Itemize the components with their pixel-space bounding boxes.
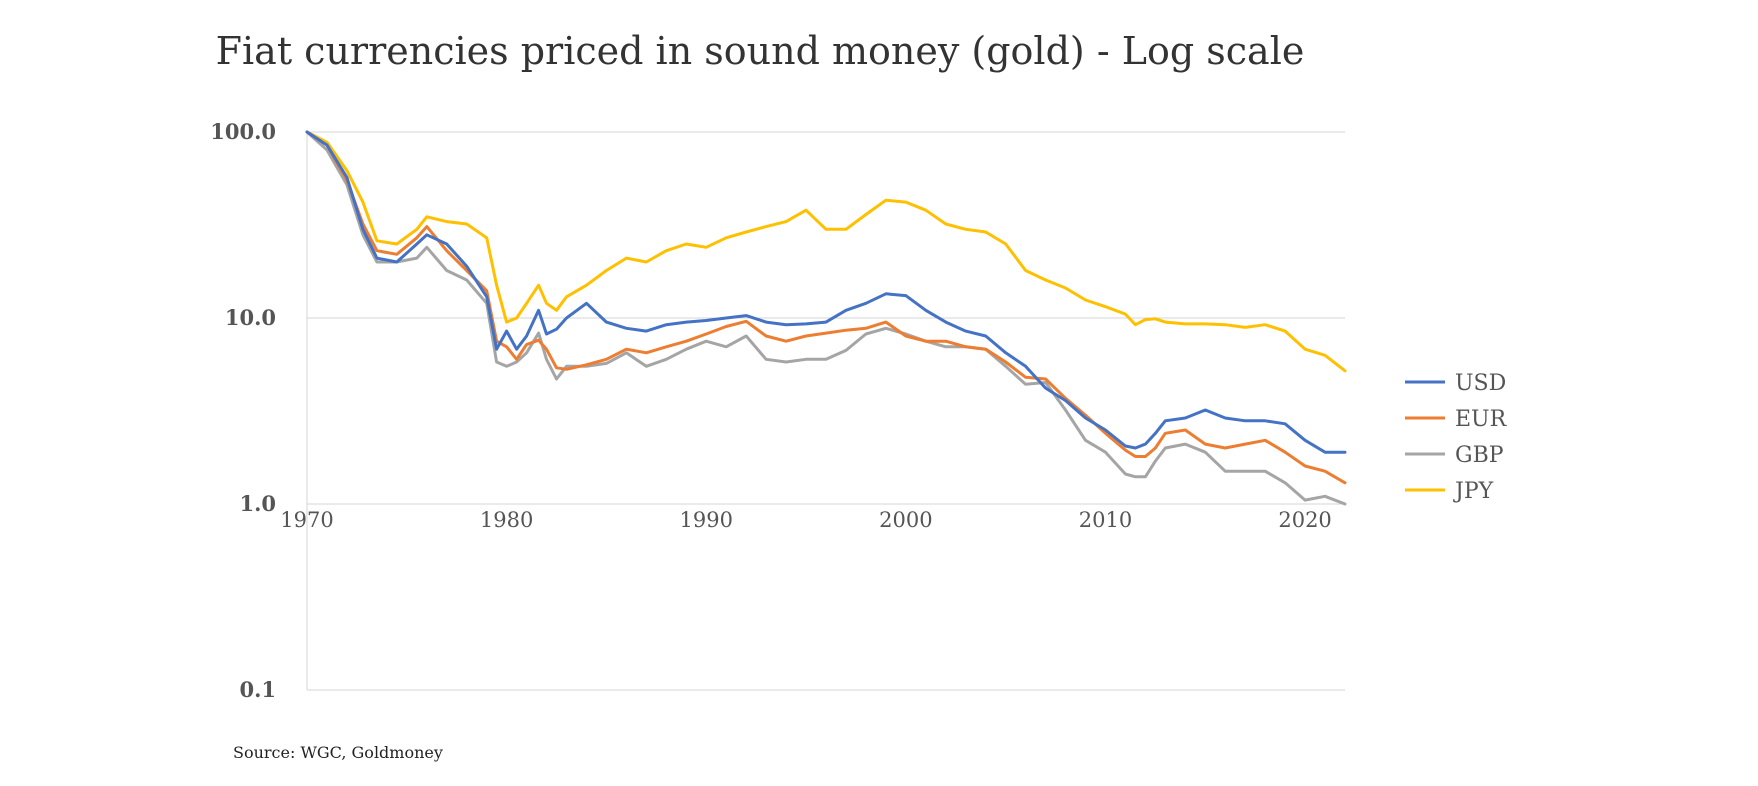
- x-tick-label: 2000: [879, 508, 932, 532]
- y-tick-label: 10.0: [225, 305, 276, 330]
- series-line-eur: [305, 130, 1347, 485]
- legend: USD EUR GBP JPY: [1405, 371, 1508, 504]
- legend-label-jpy: JPY: [1453, 479, 1494, 504]
- x-tick-label: 1990: [680, 508, 733, 532]
- x-tick-label: 2020: [1278, 508, 1331, 532]
- gridlines: [307, 131, 1345, 691]
- legend-label-usd: USD: [1455, 371, 1506, 396]
- x-tick-label: 1970: [280, 508, 333, 532]
- y-tick-label: 1.0: [239, 491, 276, 516]
- y-tick-label: 0.1: [239, 677, 276, 702]
- x-axis-ticks: 1970 1980 1990 2000 2010 2020: [280, 508, 1332, 532]
- x-tick-label: 1980: [480, 508, 533, 532]
- y-tick-label: 100.0: [210, 119, 276, 144]
- x-tick-label: 2010: [1079, 508, 1132, 532]
- source-note: Source: WGC, Goldmoney: [233, 743, 443, 762]
- series-line-gbp: [305, 130, 1347, 506]
- series-line-usd: [305, 130, 1347, 454]
- series-lines: [305, 130, 1347, 506]
- legend-label-eur: EUR: [1455, 407, 1508, 432]
- y-axis-ticks: 100.0 10.0 1.0 0.1: [210, 119, 276, 702]
- legend-label-gbp: GBP: [1455, 443, 1504, 468]
- series-line-jpy: [305, 130, 1347, 373]
- chart-title: Fiat currencies priced in sound money (g…: [216, 29, 1305, 73]
